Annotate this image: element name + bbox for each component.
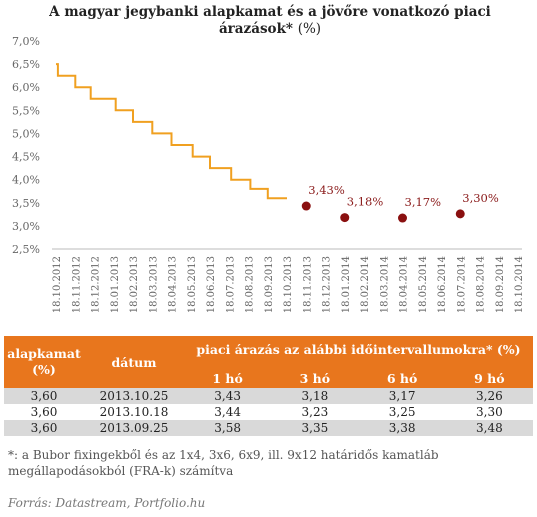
market-pricing-point [301,201,311,211]
y-tick-label: 5,0% [12,127,40,140]
y-tick-label: 2,5% [12,243,40,256]
x-tick-label: 18.12.2013 [322,256,333,313]
market-pricing-point [455,209,465,219]
x-tick-label: 18.02.2014 [360,256,371,313]
x-tick-label: 18.04.2014 [399,256,410,313]
cell-1m: 3,44 [184,404,272,420]
table-row: 3,60 2013.10.25 3,43 3,18 3,17 3,26 [4,388,533,404]
data-label: 3,17% [405,195,442,209]
cell-3m: 3,23 [271,404,359,420]
x-tick-label: 18.07.2014 [456,256,467,313]
x-tick-label: 18.04.2013 [168,256,179,313]
y-axis: 7,0% 6,5% 6,0% 5,5% 5,0% 4,5% 4,0% 3,5% 3,0% 2,5% [12,35,40,256]
y-tick-label: 5,5% [12,104,40,117]
x-axis: 18.10.2012 18.11.2012 18.12.2012 18.01.2013… [52,248,525,313]
x-tick-label: 18.01.2013 [110,256,121,313]
cell-3m: 3,35 [271,420,359,436]
cell-6m: 3,25 [358,404,446,420]
cell-9m: 3,26 [445,388,533,404]
subheader-1m: 1 hó [184,362,272,388]
cell-rate: 3,60 [4,388,84,404]
x-tick-label: 18.10.2014 [514,256,525,313]
cell-1m: 3,58 [184,420,272,436]
cell-date: 2013.09.25 [84,420,184,436]
x-tick-label: 18.08.2013 [245,256,256,313]
chart-area: 7,0% 6,5% 6,0% 5,5% 5,0% 4,5% 4,0% 3,5% 3,0% 2,5%… [12,35,525,313]
x-tick-label: 18.11.2012 [71,256,82,313]
cell-6m: 3,17 [358,388,446,404]
x-tick-label: 18.05.2014 [418,256,429,313]
y-tick-label: 6,0% [12,81,40,94]
market-pricing-point [340,213,350,223]
y-tick-label: 3,5% [12,197,40,210]
x-tick-label: 18.12.2012 [91,256,102,313]
chart-title: A magyar jegybanki alapkamat és a jövőre… [40,4,500,38]
x-tick-label: 18.10.2012 [52,256,63,313]
x-tick-label: 18.05.2013 [187,256,198,313]
header-date: dátum [84,336,184,388]
data-label: 3,30% [462,191,499,205]
base-rate-line [56,63,287,200]
y-tick-label: 7,0% [12,35,40,48]
cell-date: 2013.10.18 [84,404,184,420]
x-tick-label: 18.03.2013 [148,256,159,313]
table-header-row: alapkamat (%) dátum piaci árazás az aláb… [4,336,533,388]
cell-9m: 3,30 [445,404,533,420]
cell-9m: 3,48 [445,420,533,436]
cell-1m: 3,43 [184,388,272,404]
x-tick-label: 18.03.2014 [379,256,390,313]
data-label: 3,18% [347,195,384,209]
cell-rate: 3,60 [4,420,84,436]
chart-title-unit: (%) [297,21,322,37]
y-tick-label: 4,5% [12,151,40,164]
cell-6m: 3,38 [358,420,446,436]
subheader-6m: 6 hó [358,362,446,388]
cell-date: 2013.10.25 [84,388,184,404]
x-tick-label: 18.02.2013 [129,256,140,313]
header-market-pricing: piaci árazás az alábbi időintervallumokr… [184,336,533,362]
cell-rate: 3,60 [4,404,84,420]
market-pricing-table: alapkamat (%) dátum piaci árazás az aláb… [4,336,533,436]
x-tick-label: 18.10.2013 [283,256,294,313]
y-tick-label: 3,0% [12,220,40,233]
market-pricing-point [398,213,407,223]
subheader-9m: 9 hó [445,362,533,388]
x-tick-label: 18.11.2013 [302,256,313,313]
footnote-line-2: megállapodásokból (FRA-k) számítva [8,464,234,478]
subheader-3m: 3 hó [271,362,359,388]
cell-3m: 3,18 [271,388,359,404]
x-tick-label: 18.07.2013 [225,256,236,313]
table-row: 3,60 2013.09.25 3,58 3,35 3,38 3,48 [4,420,533,436]
footnote-line-1: *: a Bubor fixingekből és az 1x4, 3x6, 6… [8,448,439,462]
x-tick-label: 18.09.2014 [495,256,506,313]
y-tick-label: 6,5% [12,58,40,71]
data-labels: 3,43%3,18% 3,17% 3,30% [308,183,499,209]
table-row: 3,60 2013.10.18 3,44 3,23 3,25 3,30 [4,404,533,420]
chart-series [56,63,465,223]
x-tick-label: 18.01.2014 [341,256,352,313]
x-tick-label: 18.09.2013 [264,256,275,313]
data-label: 3,43% [308,183,345,197]
source-note: Forrás: Datastream, Portfolio.hu [8,496,206,510]
y-tick-label: 4,0% [12,174,40,187]
chart-title-main: A magyar jegybanki alapkamat és a jövőre… [49,4,491,37]
table-subheader-row: 1 hó 3 hó 6 hó 9 hó [4,362,533,388]
x-tick-label: 18.06.2013 [206,256,217,313]
header-base-rate: alapkamat (%) [4,336,84,388]
x-tick-label: 18.08.2014 [476,256,487,313]
x-tick-label: 18.06.2014 [437,256,448,313]
